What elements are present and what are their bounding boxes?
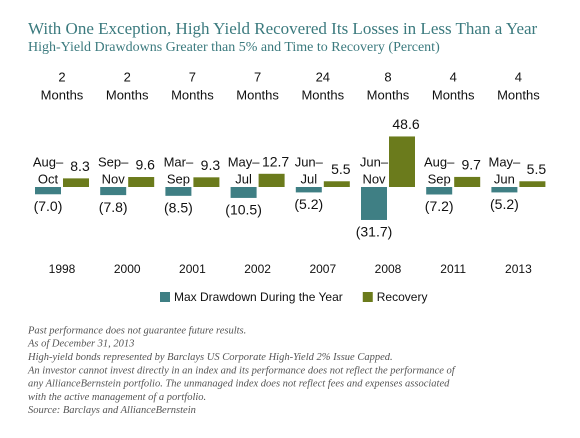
x-tick-label: 2013	[505, 262, 532, 276]
data-label: 8.3	[70, 158, 90, 174]
bar	[100, 187, 127, 196]
x-tick-label: 2002	[244, 262, 271, 276]
period-label: May–	[228, 154, 261, 169]
bar	[128, 177, 155, 187]
period-label: Mar–	[164, 154, 194, 169]
period-label: Jun	[494, 171, 515, 186]
x-tick-label: 2011	[440, 262, 466, 276]
footnote: Past performance does not guarantee futu…	[27, 325, 246, 336]
bar	[295, 187, 322, 193]
period-label: Jun–	[360, 154, 389, 169]
bar	[361, 187, 387, 220]
data-label: (10.5)	[225, 202, 262, 218]
x-tick-label: 2008	[375, 262, 402, 276]
data-label: 9.6	[135, 157, 155, 173]
footnote: Source: Barclays and AllianceBernstein	[28, 405, 196, 416]
data-label: 5.5	[331, 161, 351, 177]
recovery-time: 24	[316, 69, 330, 84]
period-label: Jun–	[295, 154, 324, 169]
recovery-time: 8	[384, 69, 391, 84]
recovery-time: 2	[58, 69, 65, 84]
x-tick-label: 2001	[179, 262, 206, 276]
data-label: (7.0)	[34, 198, 63, 214]
data-label: (5.2)	[294, 196, 323, 212]
footnote: As of December 31, 2013	[27, 339, 134, 350]
period-label: Aug–	[33, 154, 64, 169]
recovery-time: Months	[171, 87, 214, 102]
recovery-time: 4	[515, 69, 522, 84]
data-label: 12.7	[262, 153, 289, 169]
bar	[491, 187, 518, 193]
footnote: High-yield bonds represented by Barclays…	[27, 352, 393, 363]
recovery-time: Months	[497, 87, 540, 102]
data-label: 9.7	[461, 157, 481, 173]
bar	[389, 136, 415, 187]
data-label: (5.2)	[490, 196, 519, 212]
legend-swatch	[362, 292, 373, 302]
data-label: (31.7)	[356, 224, 393, 240]
data-label: (8.5)	[164, 200, 193, 216]
footnote: with the active management of a portfoli…	[28, 392, 206, 403]
recovery-time: Months	[41, 87, 84, 102]
bar	[165, 187, 192, 196]
data-label: (7.8)	[99, 199, 128, 215]
data-label: 48.6	[392, 116, 419, 132]
recovery-time: Months	[367, 87, 410, 102]
bar	[193, 177, 220, 187]
legend-label: Recovery	[377, 290, 428, 304]
bar	[35, 187, 61, 195]
bar	[63, 178, 89, 187]
period-label: Nov	[102, 171, 126, 186]
period-label: Oct	[38, 171, 59, 186]
recovery-time: 4	[450, 69, 457, 84]
period-label: Sep–	[98, 154, 129, 169]
recovery-time: 2	[124, 69, 131, 84]
x-tick-label: 1998	[49, 262, 76, 276]
x-tick-label: 2007	[309, 262, 336, 276]
data-label: 5.5	[527, 161, 547, 177]
period-label: Jul	[300, 171, 317, 186]
bar	[323, 181, 350, 187]
data-label: (7.2)	[425, 198, 454, 214]
recovery-time: 7	[189, 69, 196, 84]
recovery-time: Months	[432, 87, 475, 102]
bar	[454, 176, 481, 187]
recovery-time: Months	[236, 87, 279, 102]
period-label: May–	[489, 154, 522, 169]
period-label: Sep	[428, 171, 451, 186]
period-label: Jul	[235, 171, 252, 186]
bar	[426, 187, 453, 195]
bar	[230, 187, 257, 198]
recovery-time: Months	[106, 87, 149, 102]
period-label: Sep	[167, 171, 190, 186]
period-label: Aug–	[424, 154, 455, 169]
chart-title: With One Exception, High Yield Recovered…	[28, 19, 538, 38]
recovery-time: Months	[301, 87, 344, 102]
chart-subtitle: High-Yield Drawdowns Greater than 5% and…	[28, 40, 440, 55]
bar	[258, 173, 285, 187]
legend-swatch	[160, 292, 170, 302]
bar	[519, 181, 546, 187]
footnote: any AllianceBernstein portfolio. The unm…	[28, 379, 450, 390]
x-tick-label: 2000	[114, 262, 141, 276]
recovery-time: 7	[254, 69, 261, 84]
legend-label: Max Drawdown During the Year	[174, 290, 343, 304]
data-label: 9.3	[201, 157, 221, 173]
period-label: Nov	[362, 171, 386, 186]
footnote: An investor cannot invest directly in an…	[27, 365, 457, 376]
